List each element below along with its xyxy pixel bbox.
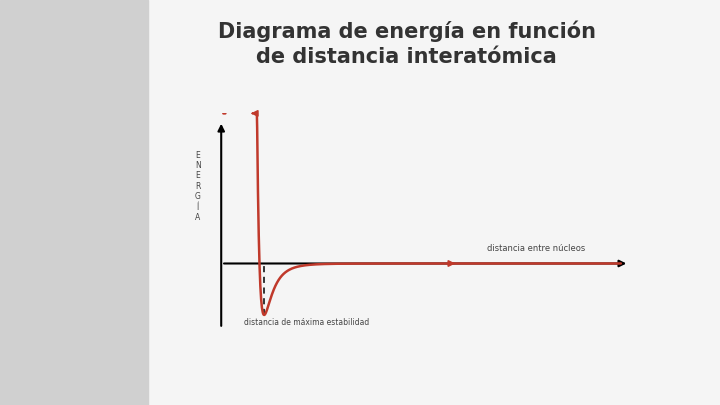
Text: distancia entre núcleos: distancia entre núcleos [487, 244, 585, 253]
Text: E
N
E
R
G
Í
A: E N E R G Í A [195, 151, 201, 222]
Text: Diagrama de energía en función
de distancia interatómica: Diagrama de energía en función de distan… [217, 20, 596, 66]
Text: distancia de máxima estabilidad: distancia de máxima estabilidad [244, 318, 369, 327]
